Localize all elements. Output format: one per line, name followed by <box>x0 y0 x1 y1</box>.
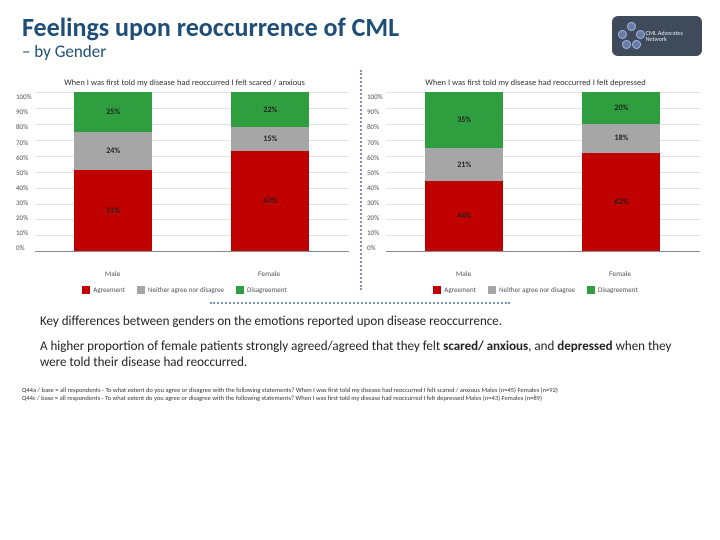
legend-label: Neither agree nor disagree <box>148 285 224 294</box>
x-label: Female <box>609 270 631 279</box>
bar-segment-disagreement: 25% <box>74 92 152 132</box>
y-tick: 50% <box>16 168 32 177</box>
bar-segment-agreement: 51% <box>74 170 152 251</box>
footnotes: Q44a / base = all respondents - To what … <box>0 383 720 403</box>
x-label: Female <box>258 270 280 279</box>
y-tick: 60% <box>367 153 383 162</box>
body-text: Key differences between genders on the e… <box>0 312 720 383</box>
legend-label: Neither agree nor disagree <box>499 285 575 294</box>
y-axis: 0% 10% 20% 30% 40% 50% 60% 70% 80% 90% 100% <box>367 92 386 252</box>
bar-segment-disagreement: 20% <box>582 92 660 124</box>
bar-segment-neither: 15% <box>231 127 309 151</box>
legend-label: Disagreement <box>247 285 287 294</box>
bar-segment-neither: 18% <box>582 124 660 153</box>
y-tick: 70% <box>367 138 383 147</box>
text-span: A higher proportion of female patients s… <box>40 339 443 354</box>
x-label: Male <box>105 270 120 279</box>
y-tick: 40% <box>16 183 32 192</box>
y-tick: 30% <box>16 198 32 207</box>
y-tick: 20% <box>16 213 32 222</box>
legend-swatch <box>236 286 244 294</box>
bars: 51%24%25% 63%15%22% <box>35 92 349 251</box>
bar-segment-agreement: 44% <box>425 181 503 251</box>
plot-area: 0% 10% 20% 30% 40% 50% 60% 70% 80% 90% 100% 44%21%… <box>363 92 708 267</box>
bar-segment-disagreement: 22% <box>231 92 309 127</box>
charts-row: When I was first told my disease had reo… <box>0 66 720 294</box>
y-tick: 80% <box>16 122 32 131</box>
stacked-bar: 63%15%22% <box>231 92 309 251</box>
legend-label: Disagreement <box>598 285 638 294</box>
legend-swatch <box>137 286 145 294</box>
bar-segment-agreement: 62% <box>582 153 660 252</box>
bars: 44%21%35% 62%18%20% <box>386 92 700 251</box>
text-span: , and <box>528 339 557 354</box>
horizontal-divider <box>210 302 510 304</box>
vertical-divider <box>360 70 362 290</box>
y-axis: 0% 10% 20% 30% 40% 50% 60% 70% 80% 90% 100% <box>16 92 35 252</box>
legend-item: Agreement <box>82 285 125 294</box>
legend: Agreement Neither agree nor disagree Disag… <box>12 279 357 294</box>
legend-swatch <box>587 286 595 294</box>
y-tick: 10% <box>16 228 32 237</box>
chart-scared-anxious: When I was first told my disease had reo… <box>12 76 357 294</box>
y-tick: 80% <box>367 122 383 131</box>
y-tick: 30% <box>367 198 383 207</box>
logo: CML Advocates Network <box>612 16 702 56</box>
x-label: Male <box>456 270 471 279</box>
x-axis-labels: Male Female <box>363 267 708 279</box>
bar-segment-disagreement: 35% <box>425 92 503 148</box>
legend-item: Neither agree nor disagree <box>137 285 224 294</box>
legend-label: Agreement <box>93 285 125 294</box>
y-tick: 70% <box>16 138 32 147</box>
bar-segment-agreement: 63% <box>231 151 309 251</box>
y-tick: 100% <box>16 92 32 101</box>
footnote-2: Q44c / base = all respondents - To what … <box>22 395 698 403</box>
bold-depressed: depressed <box>557 339 612 354</box>
y-tick: 100% <box>367 92 383 101</box>
bar-segment-neither: 24% <box>74 132 152 170</box>
x-axis-labels: Male Female <box>12 267 357 279</box>
y-tick: 20% <box>367 213 383 222</box>
page-subtitle: – by Gender <box>22 41 698 62</box>
logo-text: CML Advocates Network <box>646 30 696 42</box>
legend: Agreement Neither agree nor disagree Disag… <box>363 279 708 294</box>
y-tick: 90% <box>16 107 32 116</box>
y-tick: 50% <box>367 168 383 177</box>
y-tick: 0% <box>367 243 383 252</box>
legend-swatch <box>82 286 90 294</box>
legend-item: Disagreement <box>236 285 287 294</box>
chart-depressed: When I was first told my disease had reo… <box>363 76 708 294</box>
chart-title: When I was first told my disease had reo… <box>363 76 708 92</box>
legend-swatch <box>433 286 441 294</box>
key-finding-2: A higher proportion of female patients s… <box>40 339 680 372</box>
legend-swatch <box>488 286 496 294</box>
stacked-bar: 44%21%35% <box>425 92 503 251</box>
y-tick: 10% <box>367 228 383 237</box>
stacked-bar: 62%18%20% <box>582 92 660 251</box>
legend-item: Agreement <box>433 285 476 294</box>
legend-label: Agreement <box>444 285 476 294</box>
key-finding-1: Key differences between genders on the e… <box>40 314 680 330</box>
stacked-bar: 51%24%25% <box>74 92 152 251</box>
y-tick: 90% <box>367 107 383 116</box>
y-tick: 60% <box>16 153 32 162</box>
chart-title: When I was first told my disease had reo… <box>12 76 357 92</box>
page-title: Feelings upon reoccurrence of CML <box>22 14 698 41</box>
bold-scared: scared/ anxious <box>443 339 528 354</box>
plot-area: 0% 10% 20% 30% 40% 50% 60% 70% 80% 90% 100% 51%24%… <box>12 92 357 267</box>
legend-item: Disagreement <box>587 285 638 294</box>
y-tick: 0% <box>16 243 32 252</box>
logo-icon <box>618 22 642 50</box>
y-tick: 40% <box>367 183 383 192</box>
bar-segment-neither: 21% <box>425 148 503 181</box>
legend-item: Neither agree nor disagree <box>488 285 575 294</box>
